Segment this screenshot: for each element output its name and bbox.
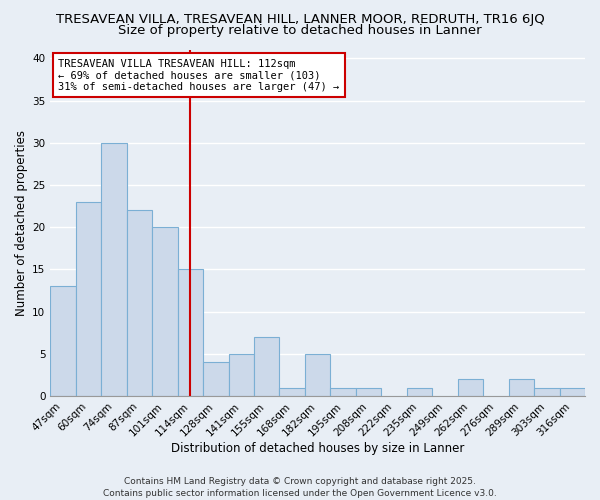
Bar bbox=[458, 379, 483, 396]
Bar bbox=[280, 388, 305, 396]
Bar bbox=[229, 354, 254, 396]
Text: TRESAVEAN VILLA, TRESAVEAN HILL, LANNER MOOR, REDRUTH, TR16 6JQ: TRESAVEAN VILLA, TRESAVEAN HILL, LANNER … bbox=[56, 12, 544, 26]
Bar bbox=[331, 388, 356, 396]
Bar bbox=[178, 270, 203, 396]
Bar bbox=[560, 388, 585, 396]
Bar bbox=[152, 228, 178, 396]
Bar bbox=[127, 210, 152, 396]
Bar bbox=[407, 388, 432, 396]
Bar bbox=[305, 354, 331, 396]
Bar bbox=[76, 202, 101, 396]
X-axis label: Distribution of detached houses by size in Lanner: Distribution of detached houses by size … bbox=[171, 442, 464, 455]
Text: Size of property relative to detached houses in Lanner: Size of property relative to detached ho… bbox=[118, 24, 482, 37]
Text: Contains HM Land Registry data © Crown copyright and database right 2025.
Contai: Contains HM Land Registry data © Crown c… bbox=[103, 476, 497, 498]
Bar bbox=[509, 379, 534, 396]
Bar bbox=[254, 337, 280, 396]
Bar bbox=[50, 286, 76, 396]
Bar bbox=[203, 362, 229, 396]
Bar bbox=[356, 388, 381, 396]
Y-axis label: Number of detached properties: Number of detached properties bbox=[15, 130, 28, 316]
Bar bbox=[534, 388, 560, 396]
Text: TRESAVEAN VILLA TRESAVEAN HILL: 112sqm
← 69% of detached houses are smaller (103: TRESAVEAN VILLA TRESAVEAN HILL: 112sqm ←… bbox=[58, 58, 340, 92]
Bar bbox=[101, 143, 127, 396]
